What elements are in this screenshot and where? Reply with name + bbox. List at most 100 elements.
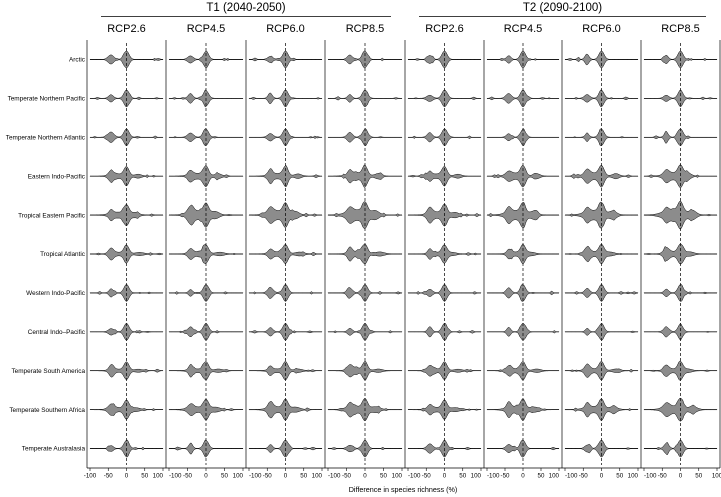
region-labels: Arctic Temperate Northern Pacific Temperat… — [6, 57, 86, 453]
region-label: Temperate Northern Atlantic — [6, 134, 86, 141]
x-tick-label: -50 — [501, 473, 511, 480]
x-tick-label: 100 — [392, 473, 403, 480]
scenario-label: RCP2.6 — [425, 23, 464, 35]
violin — [248, 284, 323, 302]
x-tick-label: 0 — [363, 473, 367, 480]
scenario-label: RCP6.0 — [266, 23, 305, 35]
scenario-label: RCP4.5 — [504, 23, 543, 35]
violin — [643, 284, 718, 302]
violin — [89, 166, 164, 187]
x-tick-label: 0 — [521, 473, 525, 480]
scenario-label: RCP8.5 — [661, 23, 700, 35]
x-tick-label: -50 — [263, 473, 273, 480]
panel — [86, 40, 166, 469]
violin — [168, 323, 244, 341]
x-tick-label: 50 — [695, 473, 702, 480]
period-label: T2 (2090-2100) — [523, 2, 602, 14]
scenario-label: RCP2.6 — [107, 23, 146, 35]
panels — [86, 40, 721, 469]
x-tick-label: -50 — [422, 473, 432, 480]
x-tick-label: 50 — [221, 473, 228, 480]
violin — [327, 284, 403, 302]
violin — [486, 128, 560, 147]
violin — [643, 128, 718, 147]
panel — [324, 40, 405, 469]
x-tick-label: 50 — [380, 473, 387, 480]
violin — [564, 323, 639, 341]
violin — [168, 284, 244, 302]
period-headers: T1 (2040-2050) T2 (2090-2100) — [101, 2, 706, 17]
panel — [245, 40, 325, 469]
x-tick-label: 100 — [628, 473, 639, 480]
violin — [327, 128, 403, 147]
violin — [327, 323, 403, 341]
x-tick-label: 0 — [204, 473, 208, 480]
scenario-headers: RCP2.6 RCP4.5 RCP6.0 RCP8.5 RCP2.6 RCP4.5 RCP6… — [107, 23, 700, 35]
violin — [89, 284, 164, 302]
region-label: Temperate South America — [11, 368, 85, 375]
x-tick-label: 0 — [443, 473, 447, 480]
violin — [89, 128, 164, 147]
x-tick-label: 50 — [459, 473, 466, 480]
x-tick-label: 0 — [284, 473, 288, 480]
region-label: Temperate Australasia — [22, 446, 86, 453]
violin — [486, 284, 560, 302]
x-tick-label: 100 — [712, 473, 721, 480]
x-tick-label: 100 — [471, 473, 482, 480]
violin — [407, 284, 482, 302]
x-tick-label: 100 — [233, 473, 244, 480]
violin — [407, 166, 482, 187]
violin — [564, 128, 639, 147]
violin — [564, 164, 639, 188]
x-tick-label: -100 — [644, 473, 657, 480]
x-tick-label: -50 — [579, 473, 589, 480]
x-tick-label: -50 — [104, 473, 114, 480]
x-tick-label: -100 — [565, 473, 578, 480]
x-tick-label: -100 — [487, 473, 500, 480]
x-tick-label: 0 — [600, 473, 604, 480]
region-label: Arctic — [69, 57, 86, 64]
x-axis-title: Difference in species richness (%) — [349, 485, 458, 494]
violin — [407, 323, 482, 341]
violin — [168, 128, 244, 147]
x-tick-label: -100 — [328, 473, 341, 480]
violin — [248, 128, 323, 147]
x-tick-label: 100 — [549, 473, 560, 480]
x-tick-label: 50 — [141, 473, 148, 480]
violin — [248, 165, 323, 188]
panel — [404, 40, 484, 469]
panel — [165, 40, 246, 469]
x-axis: -100 -50 0 50 100 -100 -50 0 50 100 -100 -50 0 50 100-… — [84, 468, 721, 480]
x-tick-label: -100 — [84, 473, 97, 480]
x-tick-label: 0 — [125, 473, 129, 480]
violin — [327, 164, 403, 188]
x-tick-label: 0 — [679, 473, 683, 480]
x-tick-label: 100 — [153, 473, 164, 480]
scenario-label: RCP4.5 — [187, 23, 226, 35]
region-label: Central Indo–Pacific — [28, 329, 86, 336]
x-tick-label: 50 — [538, 473, 545, 480]
region-label: Western Indo-Pacific — [26, 290, 86, 297]
violin — [486, 165, 560, 188]
violin — [643, 164, 718, 188]
violin — [643, 322, 718, 341]
violin — [564, 284, 639, 302]
panel — [561, 40, 641, 469]
region-label: Eastern Indo-Pacific — [28, 173, 86, 180]
x-tick-label: -50 — [658, 473, 668, 480]
violin — [168, 165, 244, 187]
violin — [407, 128, 482, 147]
region-label: Tropical Eastern Pacific — [18, 212, 86, 219]
violin — [89, 323, 164, 341]
region-label: Tropical Atlantic — [40, 251, 86, 258]
x-tick-label: 100 — [312, 473, 323, 480]
scenario-label: RCP8.5 — [346, 23, 385, 35]
scenario-label: RCP6.0 — [582, 23, 621, 35]
x-tick-label: 50 — [616, 473, 623, 480]
region-label: Temperate Southern Africa — [9, 407, 85, 414]
violin — [486, 323, 560, 341]
panel — [640, 40, 721, 469]
x-tick-label: -50 — [342, 473, 352, 480]
x-tick-label: -100 — [169, 473, 182, 480]
